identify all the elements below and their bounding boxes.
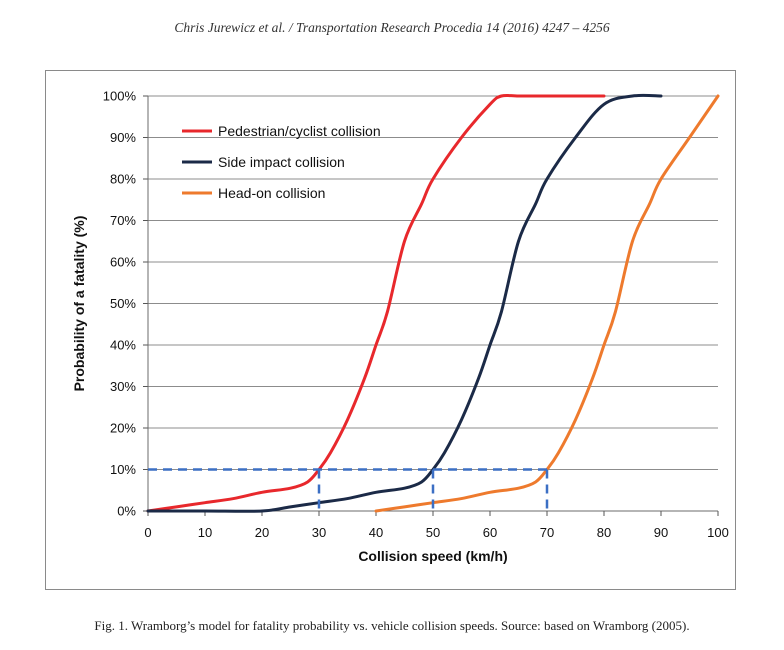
y-tick-label: 40%: [110, 338, 136, 353]
y-tick-label: 100%: [103, 89, 137, 104]
x-axis-title: Collision speed (km/h): [358, 548, 507, 564]
legend-label: Head-on collision: [218, 185, 325, 201]
x-tick-label: 30: [312, 525, 326, 540]
running-head: Chris Jurewicz et al. / Transportation R…: [174, 20, 610, 35]
series-line-2: [146, 93, 663, 513]
x-tick-label: 50: [426, 525, 440, 540]
x-tick-label: 100: [707, 525, 729, 540]
series-line-3: [374, 94, 720, 513]
legend-label: Side impact collision: [218, 154, 345, 170]
fatality-probability-chart: 0% 10% 20% 30% 40% 50% 60% 70% 80% 90% 100% 0 10 20 30…: [71, 89, 729, 565]
x-tick-label: 20: [255, 525, 269, 540]
y-tick-label: 60%: [110, 255, 136, 270]
x-tick-label: 80: [597, 525, 611, 540]
x-tick-label: 0: [144, 525, 151, 540]
x-tick-label: 40: [369, 525, 383, 540]
figure-chart: 0% 10% 20% 30% 40% 50% 60% 70% 80% 90% 100% 0 10 20 30…: [45, 70, 736, 590]
y-tick-label: 70%: [110, 213, 136, 228]
x-tick-label: 60: [483, 525, 497, 540]
y-tick-label: 30%: [110, 379, 136, 394]
y-tick-label: 80%: [110, 172, 136, 187]
x-tick-label: 70: [540, 525, 554, 540]
x-tick-label: 10: [198, 525, 212, 540]
y-axis-title: Probability of a fatality (%): [71, 216, 87, 392]
x-tick-label: 90: [654, 525, 668, 540]
legend-label: Pedestrian/cyclist collision: [218, 123, 381, 139]
y-tick-label: 10%: [110, 462, 136, 477]
series-line-1: [146, 93, 606, 513]
y-tick-label: 50%: [110, 296, 136, 311]
y-tick-label: 0%: [117, 504, 136, 519]
y-tick-label: 20%: [110, 421, 136, 436]
y-tick-label: 90%: [110, 130, 136, 145]
figure-caption: Fig. 1. Wramborg’s model for fatality pr…: [94, 618, 690, 633]
